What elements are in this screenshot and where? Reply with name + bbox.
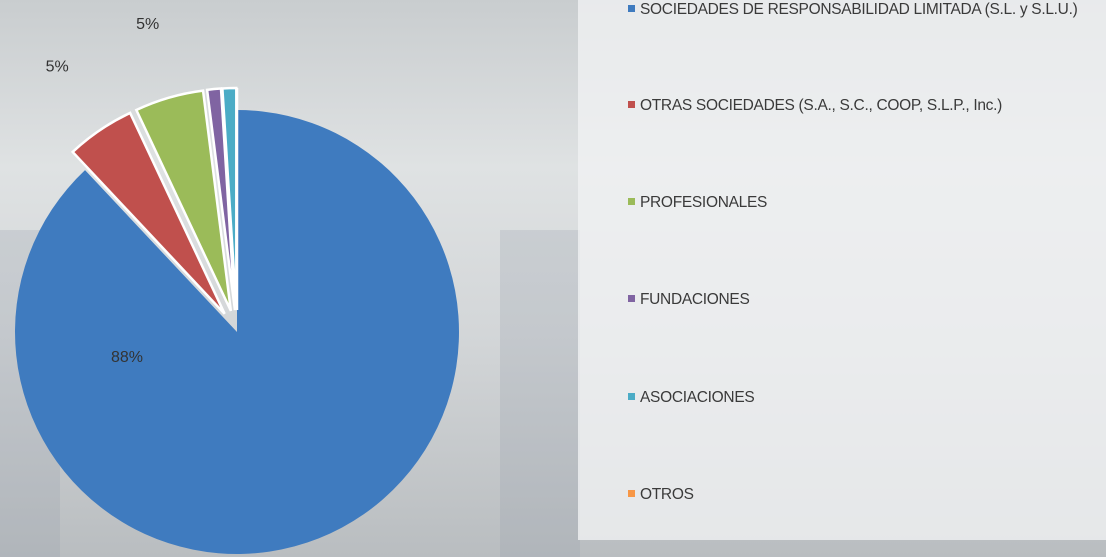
legend-label: OTROS — [640, 486, 694, 503]
legend-item: OTROS — [628, 485, 1098, 505]
legend-swatch — [628, 198, 635, 205]
pie-slice — [134, 89, 233, 312]
data-label: 5% — [46, 59, 69, 76]
legend-item: PROFESIONALES — [628, 193, 1098, 213]
legend-swatch — [628, 5, 635, 12]
pie-slice — [205, 87, 237, 311]
pie-slice — [70, 111, 226, 315]
legend-label: FUNDACIONES — [640, 291, 750, 308]
legend-swatch — [628, 101, 635, 108]
legend-label: OTRAS SOCIEDADES (S.A., S.C., COOP, S.L.… — [640, 97, 1003, 114]
legend-item: OTRAS SOCIEDADES (S.A., S.C., COOP, S.L.… — [628, 96, 1098, 116]
legend: SOCIEDADES DE RESPONSABILIDAD LIMITADA (… — [578, 0, 1106, 540]
legend-swatch — [628, 295, 635, 302]
legend-label: PROFESIONALES — [640, 194, 768, 211]
legend-item: ASOCIACIONES — [628, 388, 1098, 408]
legend-item: FUNDACIONES — [628, 290, 1098, 310]
pie-slice — [14, 110, 460, 554]
legend-swatch — [628, 393, 635, 400]
legend-item: SOCIEDADES DE RESPONSABILIDAD LIMITADA (… — [628, 0, 1098, 20]
data-label: 5% — [136, 16, 159, 33]
data-label: 88% — [111, 349, 143, 366]
legend-swatch — [628, 490, 635, 497]
legend-label: ASOCIACIONES — [640, 389, 755, 406]
background-shape — [500, 230, 580, 557]
legend-label: SOCIEDADES DE RESPONSABILIDAD LIMITADA (… — [640, 1, 1078, 18]
